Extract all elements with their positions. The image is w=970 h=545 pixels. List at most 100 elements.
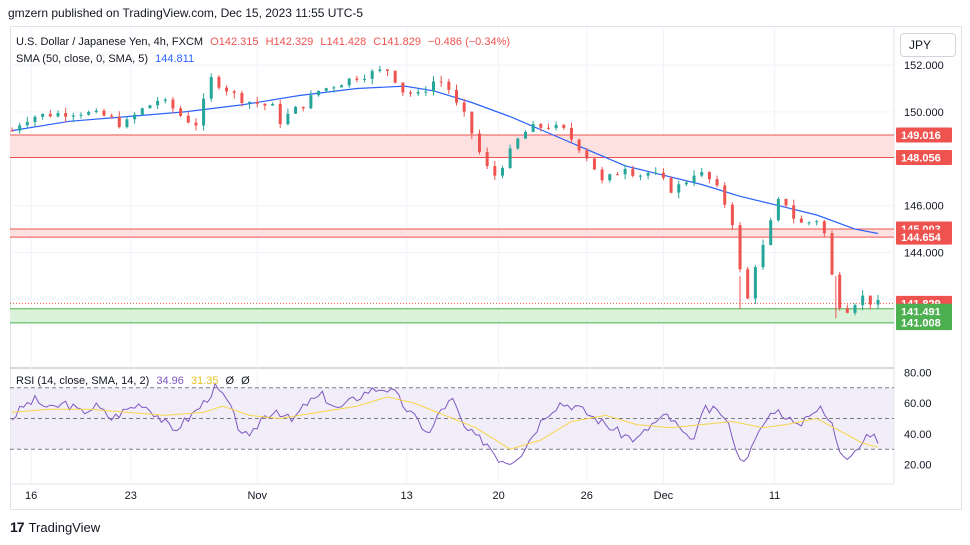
candle-body [194,122,198,126]
rsi-tick-label: 40.00 [904,429,932,441]
rsi-tick-label: 60.00 [904,398,932,410]
candle-body [363,78,367,80]
candle-body [485,152,489,167]
rsi-value: 34.96 [156,375,184,387]
candle-body [209,77,213,99]
candle-body [378,69,382,72]
candle-body [554,124,558,129]
candle-body [539,124,543,128]
time-tick-label: 26 [581,490,593,502]
rsi-tick-label: 20.00 [904,460,932,472]
price-tick-label: 150.000 [904,107,944,119]
candle-body [646,172,650,176]
candle-body [393,70,397,83]
candle-body [868,295,872,305]
ohlc-close: C141.829 [373,36,422,48]
candle-body [386,69,390,71]
symbol-name: U.S. Dollar / Japanese Yen, 4h, FXCM [16,36,204,48]
candle-body [156,100,160,106]
candle-body [340,85,344,88]
candle-body [585,150,589,159]
candle-body [286,113,290,125]
candle-body [41,113,45,117]
candle-body [738,225,742,270]
zone-top-label-text: 149.016 [901,130,941,142]
candle-body [79,114,83,116]
candle-body [838,274,842,309]
candle-body [347,78,351,86]
sma-legend: SMA (50, close, 0, SMA, 5) 144.811 [16,53,198,65]
candle-body [56,113,60,117]
candle-body [186,115,190,123]
zone-top-label-box [896,127,952,143]
candle-body [562,124,566,128]
footer-brand[interactable]: TradingView [28,519,101,535]
candle-body [569,127,573,140]
candle-body [470,111,474,134]
time-tick-label: 16 [25,490,37,502]
candle-body [202,98,206,126]
rsi-label: RSI (14, close, SMA, 14, 2) [16,375,150,387]
candle-body [309,95,313,109]
zone2-bottom-label-box [896,229,952,245]
candle-body [531,124,535,132]
zone2-bottom-label: 144.654 [896,229,952,245]
candle-body [255,101,259,104]
candle-body [117,116,121,128]
support-bottom-label: 141.008 [896,315,952,331]
candle-body [592,158,596,170]
candle-body [761,244,765,268]
ohlc-low: L141.428 [320,36,367,48]
currency-button[interactable]: JPY [900,33,956,57]
zone-bottom-label: 148.056 [896,149,952,165]
candle-body [477,133,481,153]
sma-value: 144.811 [155,53,195,65]
support-bottom-label-box [896,315,952,331]
candle-body [654,172,658,174]
candle-body [263,103,267,106]
candle-body [546,127,550,129]
rsi-sma-value: 31.35 [190,375,219,387]
candle-body [324,88,328,91]
symbol-legend: U.S. Dollar / Japanese Yen, 4h, FXCM O14… [16,36,514,48]
label-layer: 149.016148.056145.003144.654141.82901:04… [896,127,952,331]
candle-body [631,168,635,176]
candle-body [64,113,68,117]
candle-body [71,115,75,117]
candle-body [248,101,252,104]
candle-body [776,198,780,221]
support-top-label-box [896,303,952,319]
support-bottom-label-text: 141.008 [901,318,941,330]
candle-body [822,221,826,234]
candle-body [240,92,244,104]
candle-body [730,204,734,226]
candle-body [432,81,436,92]
rsi-sma-line [11,396,879,450]
candle-body [669,177,673,193]
candle-body [133,114,137,120]
candle-body [278,103,282,125]
candle-body [523,131,527,139]
zone-bottom-label-text: 148.056 [901,152,941,164]
candle-body [784,198,788,206]
candle-body [807,222,811,224]
rsi-tick-label: 80.00 [904,367,932,379]
candle-body [600,169,604,181]
ohlc-open: O142.315 [210,36,259,48]
price-change: −0.486 (−0.34%) [428,36,511,48]
candle-body [271,103,275,106]
ohlc-high: H142.329 [265,36,314,48]
candle-body [508,148,512,168]
candle-body [792,205,796,219]
candle-body [462,102,466,112]
candle-body [715,179,719,186]
candle-body [401,82,405,93]
time-tick-label: 23 [125,490,137,502]
candle-body [301,106,305,109]
candle-body [25,121,29,126]
currency-label: JPY [909,38,932,52]
price-tick-label: 146.000 [904,201,944,213]
publisher-header: gmzern published on TradingView.com, Dec… [8,6,364,20]
candle-body [217,77,221,88]
